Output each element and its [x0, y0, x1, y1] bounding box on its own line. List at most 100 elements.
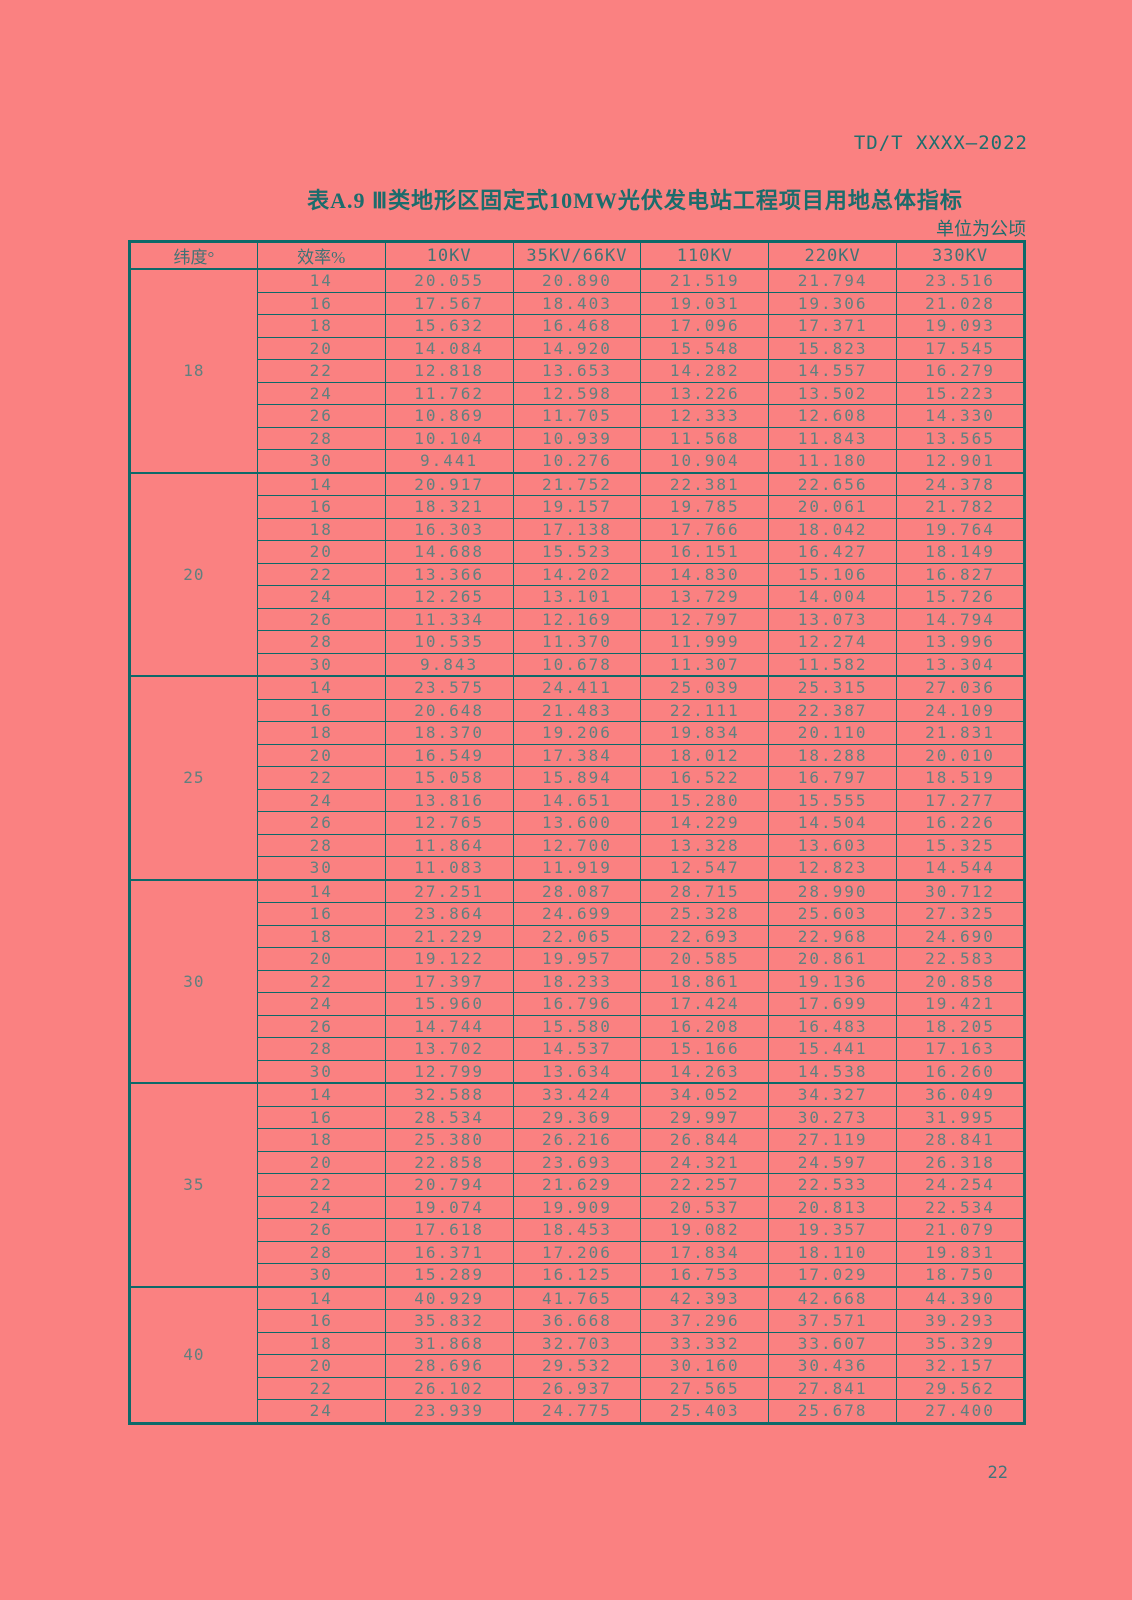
efficiency-cell: 14 [256, 471, 386, 496]
value-cell: 17.206 [512, 1240, 642, 1264]
value-cell: 24.321 [640, 1150, 770, 1174]
value-cell: 19.785 [640, 495, 770, 519]
value-cell: 11.999 [640, 630, 770, 654]
value-cell: 17.618 [384, 1218, 514, 1242]
value-cell: 33.424 [512, 1082, 642, 1107]
value-cell: 25.603 [768, 902, 898, 926]
value-cell: 22.583 [896, 947, 1025, 971]
table-header-row: 纬度° 效率% 10KV 35KV/66KV 110KV 220KV 330KV [129, 241, 1025, 270]
value-cell: 11.568 [640, 426, 770, 450]
value-cell: 17.834 [640, 1240, 770, 1264]
value-cell: 9.843 [384, 652, 514, 677]
efficiency-cell: 22 [256, 969, 386, 993]
value-cell: 20.055 [384, 268, 514, 293]
table-row: 22 20.794 21.629 22.257 22.533 24.254 [130, 1173, 1025, 1197]
value-cell: 23.939 [384, 1399, 514, 1424]
value-cell: 19.093 [896, 314, 1025, 338]
value-cell: 14.504 [768, 811, 898, 835]
table-row: 28 13.702 14.537 15.166 15.441 17.163 [130, 1037, 1025, 1061]
value-cell: 18.042 [768, 517, 898, 541]
value-cell: 32.588 [384, 1082, 514, 1107]
value-cell: 20.010 [896, 743, 1025, 767]
value-cell: 10.276 [512, 449, 642, 473]
value-cell: 19.122 [384, 947, 514, 971]
value-cell: 18.012 [640, 743, 770, 767]
value-cell: 13.502 [768, 381, 898, 405]
value-cell: 13.729 [640, 585, 770, 609]
table-row: 24 12.265 13.101 13.729 14.004 15.726 [130, 585, 1025, 609]
table-row: 16 23.864 24.699 25.328 25.603 27.325 [130, 902, 1025, 926]
value-cell: 18.370 [384, 721, 514, 745]
efficiency-cell: 20 [256, 540, 386, 564]
value-cell: 12.608 [768, 404, 898, 428]
value-cell: 10.869 [384, 404, 514, 428]
table-row: 18 18.370 19.206 19.834 20.110 21.831 [130, 721, 1025, 745]
table-row: 16 17.567 18.403 19.031 19.306 21.028 [130, 291, 1025, 315]
value-cell: 36.668 [512, 1309, 642, 1333]
efficiency-cell: 30 [256, 1263, 386, 1287]
table-row: 30 11.083 11.919 12.547 12.823 14.544 [130, 856, 1025, 880]
value-cell: 42.393 [640, 1285, 770, 1310]
value-cell: 15.325 [896, 833, 1025, 857]
value-cell: 12.901 [896, 449, 1025, 473]
value-cell: 22.968 [768, 924, 898, 948]
efficiency-cell: 22 [256, 359, 386, 383]
value-cell: 19.157 [512, 495, 642, 519]
value-cell: 11.083 [384, 856, 514, 880]
value-cell: 15.441 [768, 1037, 898, 1061]
value-cell: 13.366 [384, 562, 514, 586]
table-row: 18 21.229 22.065 22.693 22.968 24.690 [130, 924, 1025, 948]
efficiency-cell: 22 [256, 766, 386, 790]
value-cell: 16.797 [768, 766, 898, 790]
value-cell: 16.427 [768, 540, 898, 564]
value-cell: 34.327 [768, 1082, 898, 1107]
value-cell: 12.799 [384, 1059, 514, 1084]
value-cell: 39.293 [896, 1309, 1025, 1333]
value-cell: 14.229 [640, 811, 770, 835]
value-cell: 19.957 [512, 947, 642, 971]
value-cell: 14.330 [896, 404, 1025, 428]
value-cell: 28.534 [384, 1105, 514, 1129]
value-cell: 22.656 [768, 471, 898, 496]
value-cell: 27.119 [768, 1128, 898, 1152]
value-cell: 14.794 [896, 607, 1025, 631]
value-cell: 11.307 [640, 652, 770, 677]
table-row: 22 15.058 15.894 16.522 16.797 18.519 [130, 766, 1025, 790]
value-cell: 26.102 [384, 1376, 514, 1400]
table-row: 18 15.632 16.468 17.096 17.371 19.093 [130, 314, 1025, 338]
latitude-cell: 35 [129, 1082, 258, 1287]
efficiency-cell: 18 [256, 1331, 386, 1355]
table-row: 20 14.688 15.523 16.151 16.427 18.149 [130, 540, 1025, 564]
value-cell: 27.251 [384, 878, 514, 903]
efficiency-cell: 20 [256, 1150, 386, 1174]
value-cell: 35.329 [896, 1331, 1025, 1355]
value-cell: 14.202 [512, 562, 642, 586]
value-cell: 18.519 [896, 766, 1025, 790]
value-cell: 13.600 [512, 811, 642, 835]
value-cell: 28.715 [640, 878, 770, 903]
value-cell: 13.328 [640, 833, 770, 857]
value-cell: 14.544 [896, 856, 1025, 880]
value-cell: 15.555 [768, 788, 898, 812]
value-cell: 33.607 [768, 1331, 898, 1355]
efficiency-cell: 16 [256, 495, 386, 519]
table-row: 24 15.960 16.796 17.424 17.699 19.421 [130, 992, 1025, 1016]
table-row: 35 14 32.588 33.424 34.052 34.327 36.049 [129, 1082, 1025, 1287]
table-row: 26 11.334 12.169 12.797 13.073 14.794 [130, 607, 1025, 631]
efficiency-cell: 16 [256, 902, 386, 926]
value-cell: 15.223 [896, 381, 1025, 405]
value-cell: 18.149 [896, 540, 1025, 564]
efficiency-cell: 26 [256, 1218, 386, 1242]
value-cell: 19.909 [512, 1195, 642, 1219]
value-cell: 16.549 [384, 743, 514, 767]
value-cell: 18.205 [896, 1014, 1025, 1038]
value-cell: 13.634 [512, 1059, 642, 1084]
value-cell: 21.519 [640, 268, 770, 293]
value-cell: 15.280 [640, 788, 770, 812]
value-cell: 24.378 [896, 471, 1025, 496]
value-cell: 17.138 [512, 517, 642, 541]
table-row: 26 10.869 11.705 12.333 12.608 14.330 [130, 404, 1025, 428]
value-cell: 22.387 [768, 698, 898, 722]
value-cell: 22.381 [640, 471, 770, 496]
page-number: 22 [987, 1463, 1008, 1483]
